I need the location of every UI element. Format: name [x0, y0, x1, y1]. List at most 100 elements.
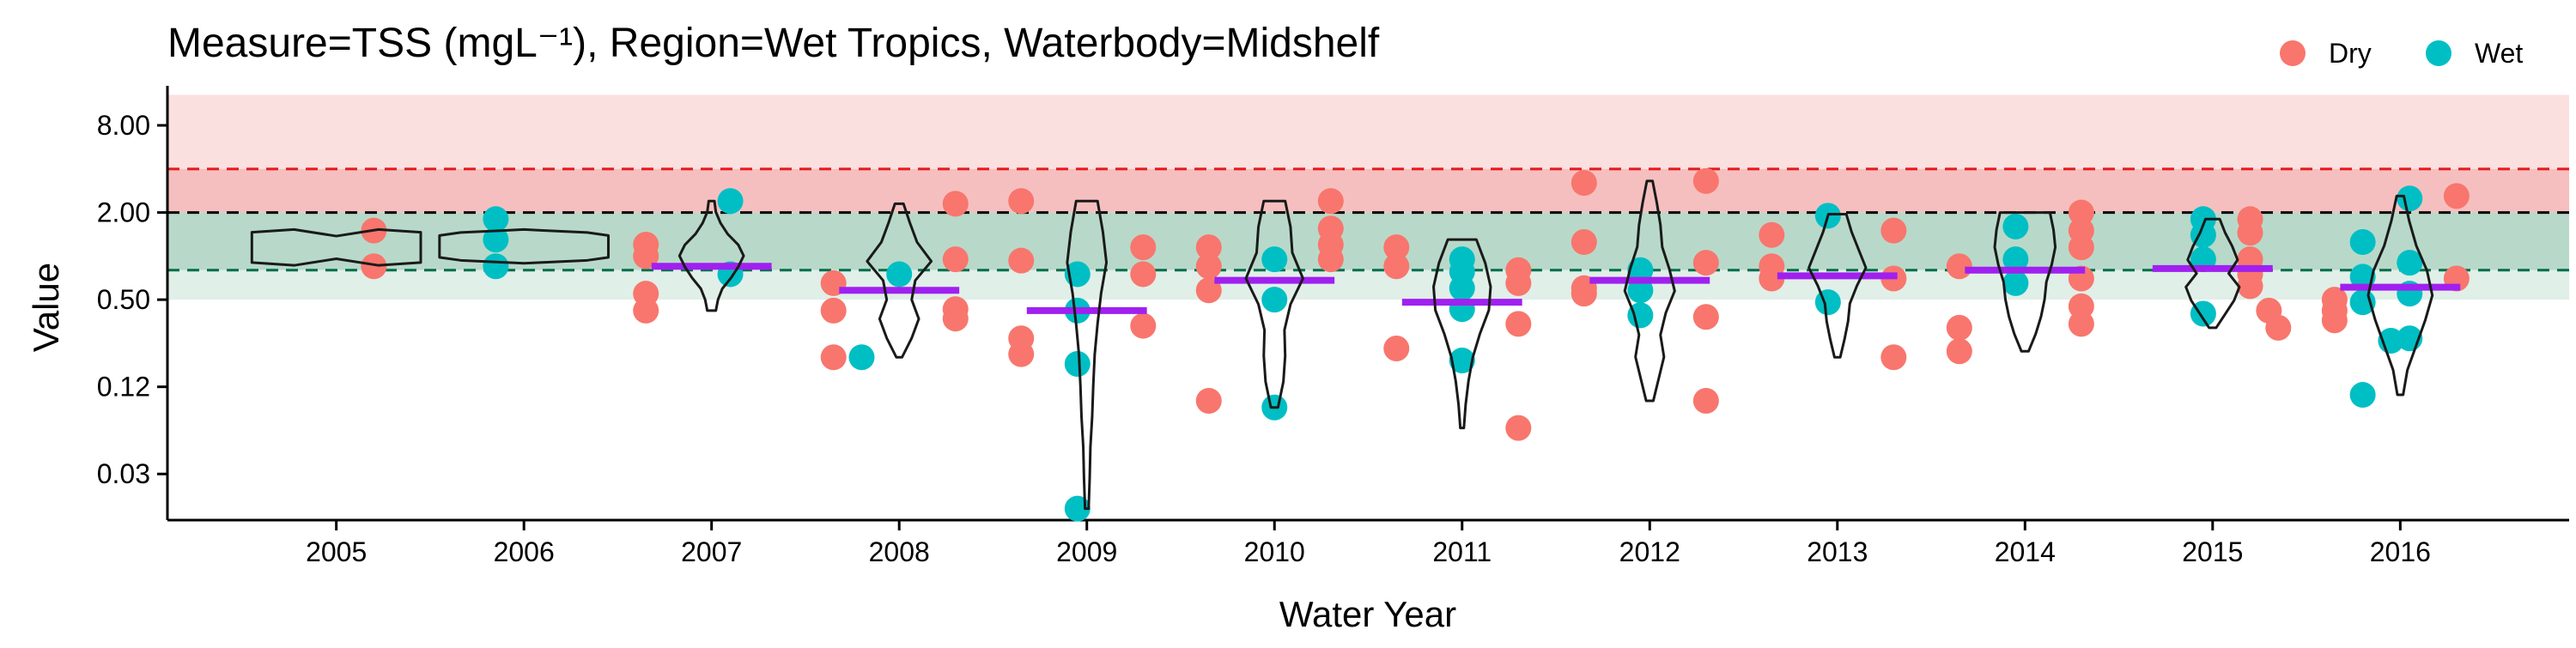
- point-dry-48: [1880, 344, 1907, 371]
- point-dry-29: [1383, 253, 1410, 280]
- point-wet-0: [483, 206, 509, 233]
- point-wet-6: [886, 261, 913, 288]
- point-dry-45: [1759, 265, 1785, 292]
- point-wet-21: [1627, 302, 1654, 329]
- y-tick-label-4: 0.03: [97, 458, 150, 489]
- point-dry-68: [2443, 183, 2470, 209]
- point-dry-30: [1383, 336, 1410, 362]
- point-dry-22: [1195, 277, 1222, 304]
- x-tick-label-9: 2014: [1995, 536, 2056, 567]
- point-dry-59: [2237, 220, 2263, 246]
- point-wet-36: [2397, 250, 2423, 276]
- point-dry-28: [1383, 234, 1410, 261]
- x-axis: 2005 2006 2007 2008 2009 2010 2011 2012 2013 2014…: [167, 518, 2569, 567]
- point-dry-54: [2068, 234, 2094, 261]
- band-1: [167, 168, 2569, 213]
- x-tick-label-3: 2008: [869, 536, 930, 567]
- y-tick-label-1: 2.00: [97, 197, 150, 228]
- x-tick-label-6: 2011: [1432, 536, 1492, 567]
- point-dry-19: [1130, 312, 1157, 339]
- band-0: [167, 94, 2569, 169]
- point-dry-41: [1692, 304, 1719, 330]
- y-axis: 8.00 2.00 0.50 0.12 0.03: [97, 86, 169, 520]
- point-dry-40: [1692, 250, 1719, 276]
- point-wet-24: [2002, 213, 2029, 239]
- x-tick-label-2: 2007: [681, 536, 742, 567]
- point-dry-50: [1946, 314, 1972, 341]
- x-tick-label-11: 2016: [2370, 536, 2431, 567]
- point-dry-39: [1692, 167, 1719, 194]
- violin-2009: [1066, 199, 1109, 511]
- point-dry-35: [1571, 170, 1597, 197]
- point-dry-52: [2068, 199, 2094, 226]
- x-tick-label-0: 2005: [306, 536, 367, 567]
- point-wet-12: [1261, 287, 1288, 313]
- legend-label-wet: Wet: [2475, 38, 2523, 69]
- threshold-bands: [167, 94, 2569, 300]
- point-wet-19: [1627, 257, 1654, 283]
- x-tick-label-1: 2006: [494, 536, 555, 567]
- point-wet-11: [1261, 246, 1288, 273]
- point-wet-1: [483, 227, 509, 253]
- legend-key-dry: [2280, 40, 2306, 66]
- point-dry-9: [942, 191, 969, 217]
- x-axis-label: Water Year: [1279, 594, 1456, 634]
- legend: Dry Wet: [2280, 38, 2523, 69]
- violin-2013: [1807, 212, 1868, 359]
- point-dry-49: [1946, 253, 1972, 280]
- point-wet-34: [2349, 382, 2376, 409]
- point-dry-18: [1130, 261, 1157, 288]
- point-dry-3: [633, 243, 659, 269]
- point-dry-14: [1008, 247, 1035, 274]
- x-tick-label-8: 2013: [1807, 536, 1868, 567]
- band-3: [167, 269, 2569, 300]
- y-tick-label-2: 0.50: [97, 284, 150, 315]
- point-dry-57: [2068, 311, 2094, 337]
- point-wet-20: [1627, 277, 1654, 304]
- point-dry-8: [820, 344, 847, 371]
- point-wet-25: [2002, 246, 2029, 273]
- median-bars: [651, 263, 2461, 314]
- point-dry-10: [942, 246, 969, 273]
- point-dry-16: [1008, 341, 1035, 367]
- point-dry-13: [1008, 188, 1035, 215]
- point-dry-5: [633, 297, 659, 324]
- point-dry-34: [1505, 415, 1532, 441]
- point-dry-51: [1946, 338, 1972, 365]
- violin-2016: [2366, 194, 2434, 397]
- x-tick-label-4: 2009: [1056, 536, 1117, 567]
- point-dry-36: [1571, 229, 1597, 256]
- legend-label-dry: Dry: [2329, 38, 2372, 69]
- point-wet-26: [2002, 269, 2029, 296]
- violin-2008: [866, 202, 933, 359]
- y-tick-label-3: 0.12: [97, 372, 150, 403]
- x-tick-label-10: 2015: [2182, 536, 2243, 567]
- point-wet-18: [1449, 348, 1475, 374]
- point-dry-24: [1317, 188, 1344, 215]
- point-dry-32: [1505, 269, 1532, 296]
- violin-plots: [250, 179, 2434, 511]
- point-dry-7: [820, 297, 847, 324]
- x-tick-label-5: 2010: [1244, 536, 1305, 567]
- point-wet-16: [1449, 275, 1475, 301]
- point-dry-46: [1880, 217, 1907, 244]
- point-dry-33: [1505, 311, 1532, 337]
- violin-2006: [438, 227, 611, 265]
- point-dry-62: [2237, 273, 2263, 300]
- point-wet-32: [2349, 263, 2376, 290]
- point-dry-64: [2265, 314, 2292, 341]
- point-wet-5: [848, 344, 875, 371]
- violin-2014: [1993, 211, 2057, 353]
- violin-2005: [250, 227, 422, 267]
- point-dry-27: [1317, 246, 1344, 273]
- point-wet-23: [1814, 289, 1841, 316]
- legend-key-wet: [2426, 40, 2451, 66]
- violin-2007: [677, 199, 745, 312]
- point-dry-42: [1692, 388, 1719, 415]
- chart-title: Measure=TSS (mgL⁻¹), Region=Wet Tropics,…: [167, 21, 1380, 66]
- y-tick-label-0: 8.00: [97, 110, 150, 141]
- y-axis-label: Value: [26, 263, 66, 352]
- point-wet-35: [2397, 185, 2423, 212]
